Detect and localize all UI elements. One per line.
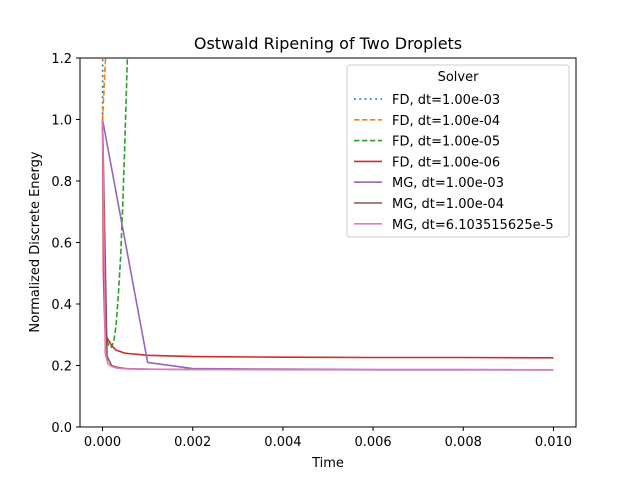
legend-entries: FD, dt=1.00e-03 FD, dt=1.00e-04 FD, dt=1.0… <box>354 93 554 233</box>
y-tick-label: 0.4 <box>51 298 72 313</box>
y-tick-label: 0.0 <box>51 421 72 436</box>
x-axis-label: Time <box>311 456 344 471</box>
legend-box <box>346 64 570 238</box>
legend-label-7: MG, dt=6.103515625e-5 <box>392 218 554 233</box>
y-tick-label: 1.0 <box>51 114 72 129</box>
x-axis: 0.000 0.002 0.004 0.006 0.008 0.010 <box>84 427 572 450</box>
series-layer <box>101 58 554 371</box>
legend-label-4: FD, dt=1.00e-06 <box>392 155 500 170</box>
y-tick-label: 0.2 <box>51 360 72 375</box>
legend-label-3: FD, dt=1.00e-05 <box>392 135 500 150</box>
chart-title: Ostwald Ripening of Two Droplets <box>194 34 462 53</box>
y-tick-label: 0.6 <box>51 237 72 252</box>
y-tick-label: 1.2 <box>51 52 72 67</box>
x-tick-label: 0.008 <box>445 435 482 450</box>
x-tick-label: 0.010 <box>535 435 572 450</box>
legend-label-5: MG, dt=1.00e-03 <box>392 176 504 191</box>
x-tick-label: 0.004 <box>264 435 301 450</box>
x-tick-label: 0.006 <box>354 435 391 450</box>
legend-label-1: FD, dt=1.00e-03 <box>392 93 500 108</box>
x-tick-label: 0.002 <box>174 435 211 450</box>
legend-label-6: MG, dt=1.00e-04 <box>392 197 504 212</box>
legend-label-2: FD, dt=1.00e-04 <box>392 114 500 129</box>
y-axis: 0.0 0.2 0.4 0.6 0.8 1.0 1.2 <box>51 52 80 436</box>
legend-title: Solver <box>438 70 480 85</box>
x-tick-label: 0.000 <box>84 435 121 450</box>
y-axis-label: Normalized Discrete Energy <box>28 151 43 333</box>
series-line-7 <box>101 119 554 371</box>
y-tick-label: 0.8 <box>51 175 72 190</box>
